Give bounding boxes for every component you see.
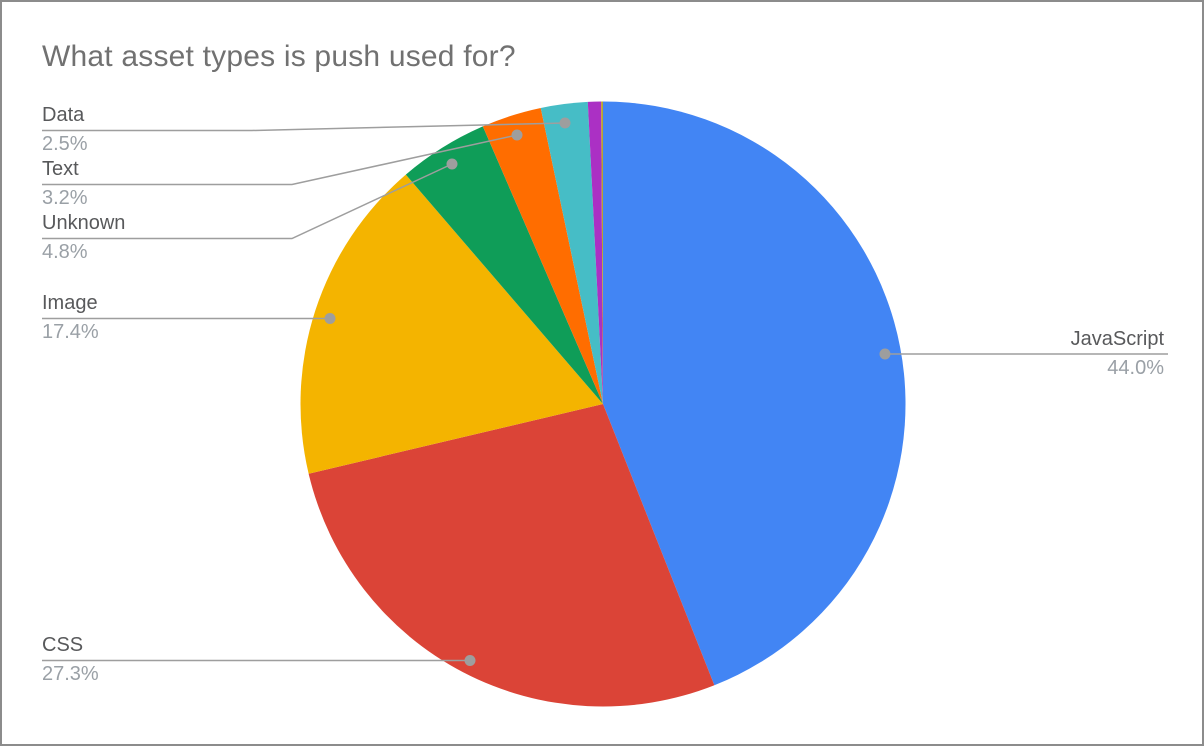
leader-dots bbox=[324, 117, 891, 666]
slice-label-data: Data bbox=[42, 104, 85, 126]
callout-css: CSS 27.3% bbox=[42, 631, 99, 689]
leader-dot-image bbox=[324, 313, 336, 324]
slice-percent-javascript: 44.0% bbox=[1107, 357, 1164, 379]
pie-slice-unlabeled-7[interactable] bbox=[601, 101, 603, 405]
callout-text: Text 3.2% bbox=[42, 155, 88, 213]
callout-unknown: Unknown 4.8% bbox=[42, 209, 125, 267]
pie-slice-data[interactable] bbox=[540, 101, 603, 404]
slice-percent-text: 3.2% bbox=[42, 187, 88, 209]
callout-image: Image 17.4% bbox=[42, 289, 99, 347]
slice-percent-css: 27.3% bbox=[42, 663, 99, 685]
leader-dot-data bbox=[559, 117, 571, 129]
callout-data: Data 2.5% bbox=[42, 101, 88, 159]
pie-slice-css[interactable] bbox=[308, 404, 715, 707]
slice-label-css: CSS bbox=[42, 634, 84, 656]
leader-lines bbox=[42, 117, 1168, 666]
pie-slice-unknown[interactable] bbox=[405, 126, 603, 404]
pie-slice-unlabeled-6[interactable] bbox=[587, 101, 603, 404]
leader-line-unknown bbox=[42, 163, 453, 240]
chart-title: What asset types is push used for? bbox=[42, 40, 516, 73]
leader-line-text bbox=[42, 134, 518, 186]
pie-slice-image[interactable] bbox=[300, 174, 603, 474]
slice-percent-data: 2.5% bbox=[42, 133, 88, 155]
leader-dot-css bbox=[464, 655, 476, 666]
callout-javascript: JavaScript 44.0% bbox=[1071, 325, 1164, 383]
pie-slice-text[interactable] bbox=[482, 107, 603, 404]
slice-label-image: Image bbox=[42, 292, 98, 314]
pie-slice-javascript[interactable] bbox=[603, 101, 906, 686]
leader-dot-unknown bbox=[446, 158, 458, 170]
leader-dot-javascript bbox=[879, 348, 891, 360]
slice-percent-unknown: 4.8% bbox=[42, 241, 88, 263]
slice-label-unknown: Unknown bbox=[42, 212, 126, 234]
slice-label-javascript: JavaScript bbox=[1070, 328, 1164, 350]
slice-label-text: Text bbox=[42, 158, 79, 180]
leader-dot-text bbox=[511, 129, 523, 141]
pie-slices bbox=[300, 101, 906, 707]
leader-line-data bbox=[42, 122, 566, 132]
slice-percent-image: 17.4% bbox=[42, 321, 99, 343]
